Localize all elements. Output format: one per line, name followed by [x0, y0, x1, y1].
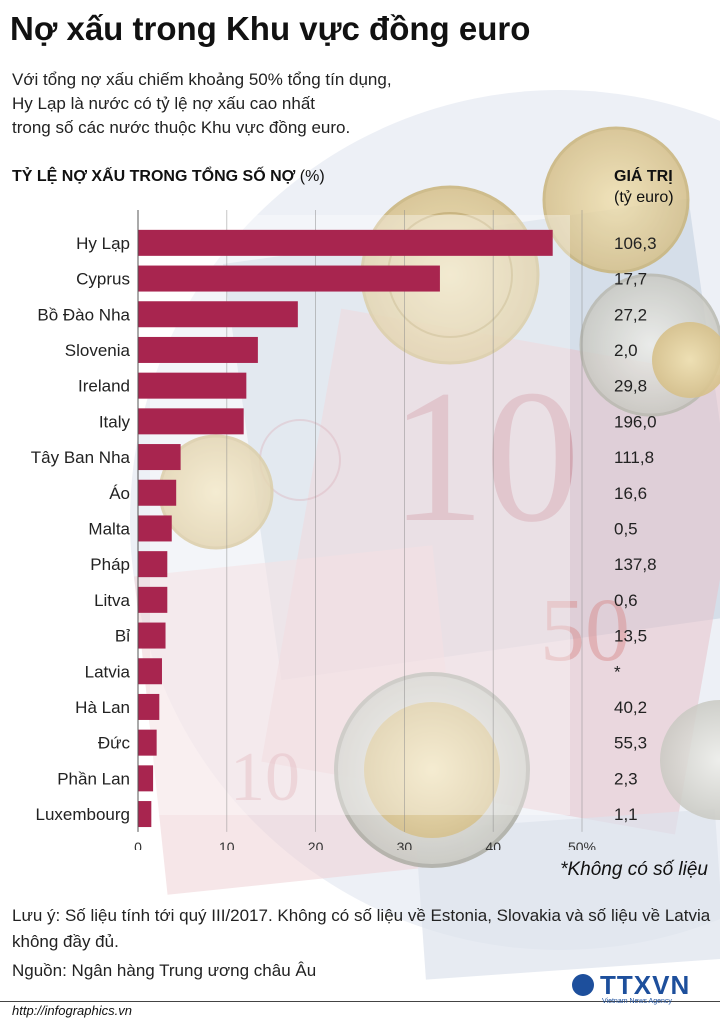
bar: [138, 265, 440, 292]
bar: [138, 729, 157, 756]
footer-url: http://infographics.vn: [12, 1003, 132, 1018]
value-heading-title: GIÁ TRỊ: [614, 168, 673, 185]
ttxvn-logo: TTXVN Vietnam News Agency: [572, 970, 712, 1010]
bar: [138, 765, 154, 792]
category-label: Ireland: [78, 377, 130, 396]
bar: [138, 444, 181, 471]
category-label: Áo: [109, 484, 130, 503]
intro-line: Hy Lạp là nước có tỷ lệ nợ xấu cao nhất: [12, 94, 316, 113]
value-label: 2,3: [614, 769, 638, 788]
chart-heading: TỶ LỆ NỢ XẤU TRONG TỔNG SỐ NỢ (%): [12, 168, 325, 186]
category-label: Litva: [94, 591, 130, 610]
value-label: 17,7: [614, 270, 647, 289]
category-label: Hy Lạp: [76, 234, 130, 253]
value-label: 137,8: [614, 555, 657, 574]
globe-icon: [572, 974, 594, 996]
intro-text: Với tổng nợ xấu chiếm khoảng 50% tổng tí…: [12, 68, 482, 140]
value-label: 40,2: [614, 698, 647, 717]
bar: [138, 693, 160, 720]
value-label: 29,8: [614, 377, 647, 396]
value-label: 13,5: [614, 627, 647, 646]
bar: [138, 408, 244, 435]
x-tick-label: 20: [308, 839, 324, 850]
svg-text:10: 10: [230, 739, 300, 816]
bar: [138, 801, 152, 828]
category-label: Bồ Đào Nha: [37, 305, 130, 324]
category-label: Slovenia: [65, 341, 131, 360]
footer-divider: [0, 1001, 720, 1002]
bar: [138, 515, 172, 542]
svg-text:10: 10: [390, 352, 580, 562]
x-tick-label: 40: [485, 839, 501, 850]
value-label: 1,1: [614, 805, 638, 824]
category-label: Italy: [99, 412, 131, 431]
category-label: Đức: [98, 734, 131, 753]
bar: [138, 372, 247, 399]
category-label: Cyprus: [76, 270, 130, 289]
value-label: 111,8: [614, 448, 654, 467]
category-label: Bỉ: [115, 627, 130, 646]
x-tick-label: 0: [134, 839, 142, 850]
category-label: Malta: [88, 519, 130, 538]
value-label: 27,2: [614, 305, 647, 324]
bar: [138, 551, 168, 578]
svg-text:50: 50: [540, 581, 630, 680]
category-label: Tây Ban Nha: [31, 448, 131, 467]
intro-line: Với tổng nợ xấu chiếm khoảng 50% tổng tí…: [12, 70, 392, 89]
footnote: Lưu ý: Số liệu tính tới quý III/2017. Kh…: [12, 906, 711, 951]
value-label: 55,3: [614, 734, 647, 753]
value-label: 106,3: [614, 234, 657, 253]
category-label: Pháp: [90, 555, 130, 574]
chart-heading-unit: (%): [299, 168, 325, 185]
bar: [138, 301, 298, 328]
bar: [138, 229, 553, 256]
bar: [138, 586, 168, 613]
bar-chart: Hy Lạp 106,3 Cyprus 17,7 Bồ Đào Nha 27,2 Slove…: [31, 210, 657, 850]
value-label: 0,5: [614, 519, 638, 538]
source: Nguồn: Ngân hàng Trung ương châu Âu: [12, 961, 317, 980]
value-label: 0,6: [614, 591, 638, 610]
value-heading-unit: (tỷ euro): [614, 189, 674, 206]
value-column-heading: GIÁ TRỊ (tỷ euro): [614, 166, 674, 208]
x-tick-label: 50%: [568, 839, 596, 850]
x-tick-label: 30: [397, 839, 413, 850]
category-label: Latvia: [85, 662, 131, 681]
bar: [138, 658, 162, 685]
category-label: Phần Lan: [57, 769, 130, 788]
category-label: Luxembourg: [35, 805, 130, 824]
no-data-note: *Không có số liệu: [560, 859, 708, 880]
bar: [138, 622, 166, 649]
value-label: *: [614, 662, 621, 681]
logo-text: TTXVN: [600, 970, 691, 1000]
value-label: 16,6: [614, 484, 647, 503]
value-label: 196,0: [614, 412, 657, 431]
category-label: Hà Lan: [75, 698, 130, 717]
chart-heading-text: TỶ LỆ NỢ XẤU TRONG TỔNG SỐ NỢ: [12, 168, 296, 185]
bar: [138, 336, 258, 363]
logo-subtitle: Vietnam News Agency: [602, 998, 672, 1005]
intro-line: trong số các nước thuộc Khu vực đồng eur…: [12, 118, 351, 137]
bar: [138, 479, 177, 506]
page-title: Nợ xấu trong Khu vực đồng euro: [10, 10, 531, 47]
value-label: 2,0: [614, 341, 638, 360]
x-tick-label: 10: [219, 839, 235, 850]
